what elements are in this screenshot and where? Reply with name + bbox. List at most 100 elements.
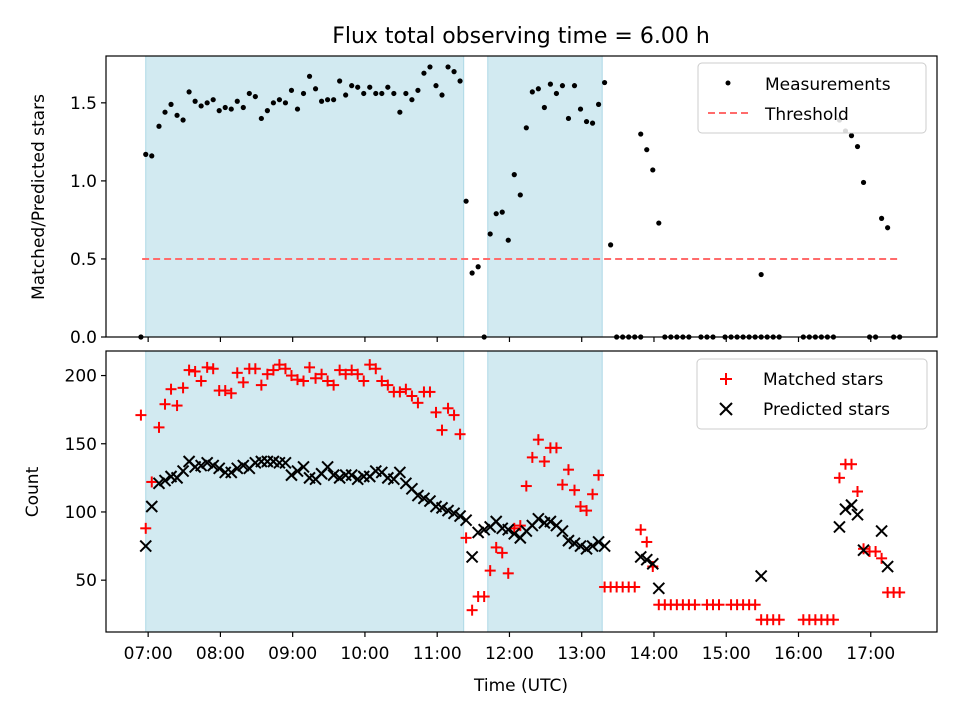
matched-point <box>159 398 171 410</box>
matched-point <box>135 409 147 421</box>
matched-point <box>291 374 303 386</box>
x-axis-label: Time (UTC) <box>473 676 568 696</box>
predicted-point <box>435 501 449 515</box>
matched-point <box>526 451 538 463</box>
measurement-point <box>204 100 210 106</box>
predicted-point <box>833 520 846 534</box>
y-tick-label: 0.0 <box>70 328 97 348</box>
matched-point <box>876 552 888 564</box>
matched-point <box>593 469 605 481</box>
measurement-point <box>331 97 337 103</box>
predicted-point <box>297 460 310 474</box>
predicted-point <box>598 539 611 553</box>
shaded-band <box>145 56 464 337</box>
measurement-point <box>294 106 301 112</box>
x-tick-label: 09:00 <box>268 644 317 664</box>
predicted-point <box>213 462 226 475</box>
measurement-point <box>306 73 313 79</box>
measurement-point <box>216 108 222 114</box>
x-tick-label: 08:00 <box>196 644 245 664</box>
predicted-point <box>508 527 521 540</box>
measurement-point <box>644 147 650 153</box>
bottom-legend: Matched stars Predicted stars <box>696 358 928 430</box>
top-legend: Measurements Threshold <box>697 62 927 134</box>
predicted-point <box>237 459 250 472</box>
predicted-point <box>502 523 515 536</box>
measurement-point <box>234 98 240 104</box>
y-tick-label: 50 <box>75 571 97 591</box>
matched-point <box>436 424 448 436</box>
matched-point <box>261 368 273 380</box>
predicted-point <box>200 456 214 470</box>
y-tick-label: 200 <box>65 367 97 387</box>
x-tick-label: 12:00 <box>485 644 534 664</box>
x-tick-label: 13:00 <box>557 644 606 664</box>
measurement-point <box>379 90 385 97</box>
measurement-point <box>391 90 397 97</box>
predicted-point <box>562 534 575 547</box>
top-shaded-bands <box>145 56 603 337</box>
matched-point <box>689 599 701 611</box>
y-tick-label: 0.5 <box>70 250 97 270</box>
measurement-point <box>421 70 427 76</box>
x-tick-label: 17:00 <box>846 644 895 664</box>
measurement-point <box>583 118 590 125</box>
predicted-point <box>754 569 768 583</box>
bottom-shaded-bands <box>145 351 603 632</box>
matched-point <box>556 479 568 491</box>
measurement-point <box>186 89 192 95</box>
measurement-point <box>349 83 355 89</box>
matched-point <box>845 458 857 470</box>
measurement-point <box>343 92 349 98</box>
measurement-point <box>409 97 415 103</box>
legend-matched-marker <box>720 373 732 385</box>
measurement-point <box>288 87 295 93</box>
matched-point <box>496 547 508 559</box>
predicted-point <box>291 464 304 478</box>
matched-point <box>502 567 514 579</box>
matched-point <box>870 546 882 558</box>
measurement-point <box>300 90 307 97</box>
matched-point <box>827 614 839 626</box>
measurement-point <box>174 112 180 118</box>
predicted-point <box>285 468 298 482</box>
measurement-point <box>222 104 228 111</box>
bottom-x-ticks: 07:00 08:00 09:00 10:00 11:00 12:00 13:00 14:00… <box>124 632 895 664</box>
measurement-point <box>553 90 560 97</box>
measurement-point <box>487 231 493 237</box>
measurement-point <box>427 64 433 70</box>
measurement-point <box>656 220 662 226</box>
predicted-point <box>453 509 467 523</box>
predicted-point <box>881 560 894 573</box>
measurement-point <box>149 153 155 159</box>
measurement-point <box>373 90 379 97</box>
bottom-legend-box <box>696 358 928 430</box>
predicted-point <box>532 512 545 525</box>
legend-measurements-marker <box>725 80 731 86</box>
predicted-point <box>634 550 647 564</box>
matched-point <box>382 379 394 391</box>
predicted-point <box>839 503 852 516</box>
matched-point <box>514 520 526 532</box>
measurement-point <box>571 83 578 89</box>
predicted-point <box>327 468 340 482</box>
matched-point <box>140 522 152 534</box>
predicted-point <box>459 513 473 527</box>
measurement-point <box>499 209 505 215</box>
matched-point <box>641 536 653 548</box>
shaded-band <box>487 351 603 632</box>
predicted-point <box>580 542 593 555</box>
matched-point <box>852 486 864 497</box>
measurement-point <box>463 198 469 204</box>
matched-point <box>442 402 454 414</box>
measurement-point <box>595 101 602 107</box>
measurement-point <box>523 125 529 131</box>
matched-point <box>249 363 261 375</box>
measurement-point <box>252 93 258 100</box>
predicted-point <box>139 539 152 553</box>
matched-point <box>225 387 237 399</box>
x-tick-label: 07:00 <box>124 644 173 664</box>
measurement-point <box>433 83 439 89</box>
matched-point <box>316 368 328 380</box>
measurement-point <box>355 84 361 90</box>
